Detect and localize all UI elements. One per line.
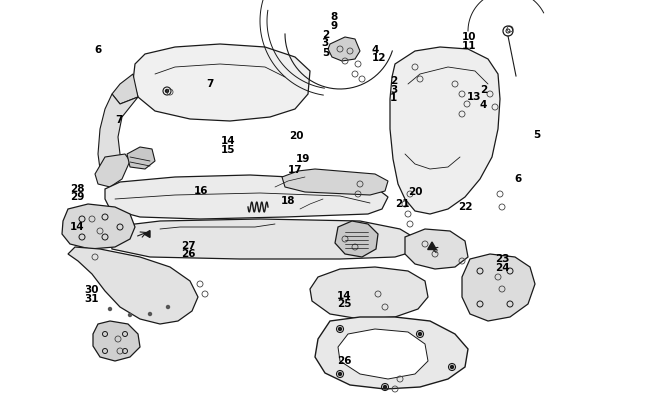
- Circle shape: [450, 366, 454, 369]
- Polygon shape: [105, 175, 388, 220]
- Polygon shape: [462, 254, 535, 321]
- Circle shape: [109, 308, 112, 311]
- Text: 4: 4: [480, 100, 487, 110]
- Text: 7: 7: [207, 79, 214, 89]
- Circle shape: [129, 314, 131, 317]
- Polygon shape: [68, 247, 198, 324]
- Text: 12: 12: [372, 53, 386, 63]
- Polygon shape: [338, 329, 428, 379]
- Text: 15: 15: [221, 145, 235, 154]
- Circle shape: [166, 306, 170, 309]
- Text: 5: 5: [533, 130, 540, 139]
- Text: 8: 8: [330, 12, 337, 22]
- Circle shape: [384, 386, 387, 388]
- Polygon shape: [127, 148, 155, 170]
- Text: 7: 7: [116, 115, 123, 124]
- Circle shape: [166, 90, 168, 93]
- Text: 30: 30: [84, 285, 99, 294]
- Text: 25: 25: [337, 298, 351, 308]
- Text: 10: 10: [462, 32, 476, 42]
- Polygon shape: [310, 267, 428, 319]
- Text: 5: 5: [322, 48, 329, 58]
- Text: 14: 14: [221, 136, 236, 146]
- Text: 23: 23: [495, 254, 510, 263]
- Text: 11: 11: [462, 41, 476, 51]
- Polygon shape: [335, 222, 378, 257]
- Polygon shape: [62, 205, 135, 249]
- Text: 4: 4: [372, 45, 379, 54]
- Text: 21: 21: [395, 199, 410, 209]
- Text: 9: 9: [330, 21, 337, 30]
- Text: 26: 26: [181, 249, 195, 258]
- Text: 18: 18: [281, 195, 295, 205]
- Text: 16: 16: [194, 185, 208, 195]
- Text: 6: 6: [94, 45, 101, 54]
- Text: 3: 3: [390, 85, 397, 94]
- Text: 24: 24: [495, 262, 510, 272]
- Text: 14: 14: [337, 290, 351, 300]
- Polygon shape: [328, 38, 360, 62]
- Polygon shape: [112, 75, 138, 105]
- Polygon shape: [95, 155, 130, 188]
- Circle shape: [148, 313, 151, 316]
- Circle shape: [339, 328, 341, 331]
- Text: 20: 20: [408, 186, 422, 196]
- Text: 1: 1: [390, 93, 397, 103]
- Polygon shape: [405, 230, 468, 269]
- Polygon shape: [315, 317, 468, 389]
- Polygon shape: [98, 95, 138, 177]
- Circle shape: [419, 333, 421, 336]
- Text: 6: 6: [515, 174, 522, 184]
- Polygon shape: [390, 48, 500, 215]
- Polygon shape: [133, 45, 310, 122]
- Circle shape: [339, 373, 341, 375]
- Text: 29: 29: [70, 192, 84, 202]
- Text: 3: 3: [322, 38, 329, 48]
- Polygon shape: [282, 170, 388, 196]
- Text: 28: 28: [70, 183, 84, 193]
- Text: 22: 22: [458, 202, 473, 211]
- Text: 31: 31: [84, 293, 99, 303]
- Polygon shape: [93, 321, 140, 361]
- Text: 2: 2: [322, 30, 329, 40]
- Text: 2: 2: [480, 85, 487, 94]
- Text: 17: 17: [288, 165, 302, 175]
- Text: 27: 27: [181, 240, 196, 250]
- Polygon shape: [110, 220, 420, 259]
- Text: 20: 20: [289, 130, 304, 140]
- Text: 19: 19: [296, 154, 310, 164]
- Text: 13: 13: [467, 92, 481, 101]
- Text: 14: 14: [70, 221, 84, 231]
- Text: 26: 26: [337, 355, 351, 364]
- Text: 2: 2: [390, 76, 397, 86]
